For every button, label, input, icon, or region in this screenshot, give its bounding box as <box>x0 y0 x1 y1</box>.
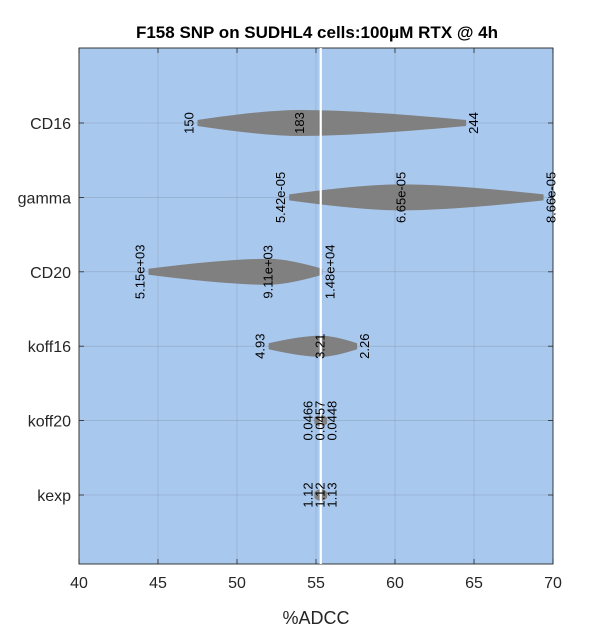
value-label: 150 <box>182 112 197 134</box>
value-label: 5.42e-05 <box>273 172 288 223</box>
value-label: 183 <box>292 112 307 134</box>
value-label: 2.26 <box>357 334 372 359</box>
x-axis-label: %ADCC <box>282 608 349 628</box>
value-label: 1.13 <box>325 482 340 507</box>
value-label: 1.48e+04 <box>322 245 337 300</box>
x-tick-labels: 40 45 50 55 60 65 70 <box>70 575 562 592</box>
value-label: 5.15e+03 <box>133 245 148 300</box>
value-label: 1.12 <box>313 482 328 507</box>
y-tick-label: koff16 <box>28 339 71 356</box>
x-tick-label: 55 <box>307 575 325 592</box>
tornado-shape-koff16 <box>268 335 358 357</box>
value-label: 0.0466 <box>301 401 316 441</box>
tornado-shapes <box>148 48 544 564</box>
x-tick-label: 65 <box>465 575 483 592</box>
tornado-shape-gamma <box>289 184 544 211</box>
y-tick-label: CD20 <box>30 265 71 282</box>
y-tick-labels: CD16 gamma CD20 koff16 koff20 kexp <box>18 116 71 505</box>
plot-frame <box>78 47 554 565</box>
value-label: 0.0448 <box>325 401 340 441</box>
value-label: 9.11e+03 <box>261 245 276 299</box>
x-tick-label: 60 <box>386 575 404 592</box>
value-label: 244 <box>466 112 481 134</box>
value-label: 6.65e-05 <box>393 172 408 223</box>
x-tick-label: 70 <box>544 575 562 592</box>
x-tick-label: 45 <box>149 575 167 592</box>
tornado-shape-CD16 <box>197 110 467 136</box>
value-label: 3.21 <box>313 334 328 359</box>
y-tick-label: koff20 <box>28 414 71 431</box>
value-label: 8.66e-05 <box>544 172 559 223</box>
chart-title: F158 SNP on SUDHL4 cells:100μM RTX @ 4h <box>136 23 498 42</box>
x-tick-label: 50 <box>228 575 246 592</box>
value-label: 1.12 <box>301 482 316 507</box>
tornado-shape-CD20 <box>148 258 323 285</box>
value-label: 4.93 <box>253 334 268 359</box>
y-tick-label: gamma <box>18 190 71 207</box>
y-tick-label: kexp <box>37 488 71 505</box>
y-tick-label: CD16 <box>30 116 71 133</box>
x-tick-label: 40 <box>70 575 88 592</box>
value-labels: 150 183 244 5.42e-05 6.65e-05 8.66e-05 5.15e+0… <box>133 112 559 508</box>
value-label: 0.0457 <box>313 401 328 441</box>
